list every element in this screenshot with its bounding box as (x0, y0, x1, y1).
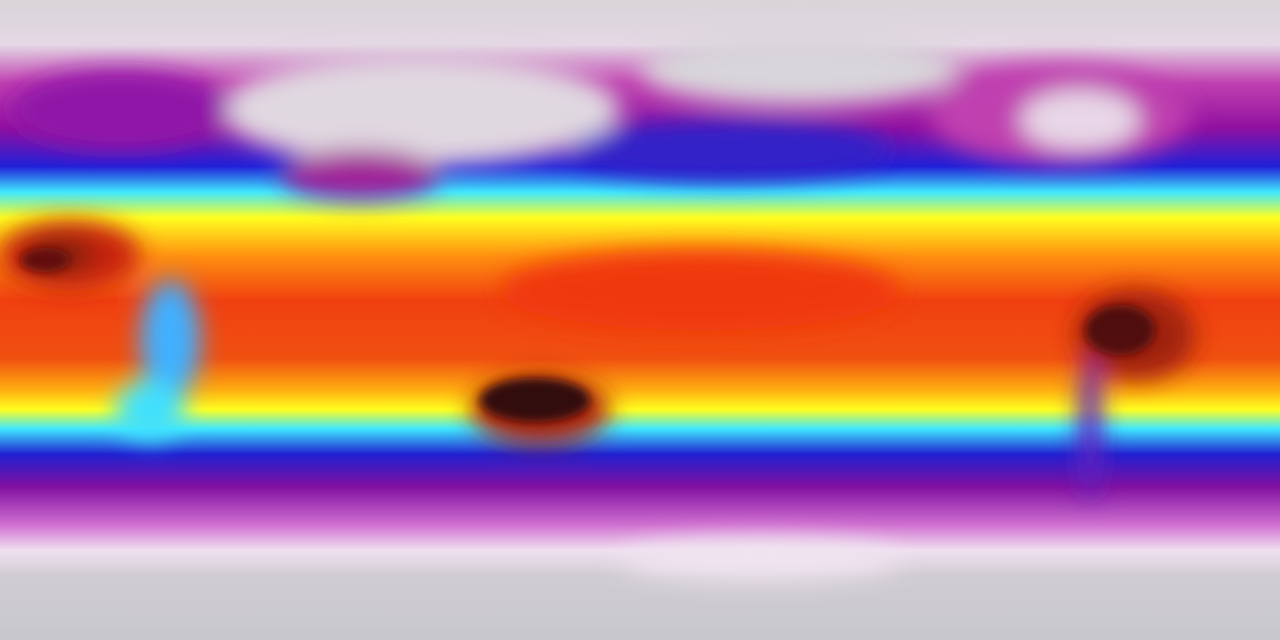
europe-region (10, 70, 230, 150)
hot-cores (20, 248, 1155, 422)
australia-core (480, 378, 590, 422)
southern-africa-region (115, 380, 185, 440)
siberia-cold-region (220, 55, 620, 165)
north-pacific-blue-region (570, 120, 890, 180)
sahel-core (20, 248, 70, 272)
antarctic-swirl (620, 540, 900, 580)
central-pacific-hot-region (500, 250, 900, 330)
regional-features (0, 35, 1195, 580)
east-africa-highlands (140, 280, 200, 400)
amazon-core (1085, 305, 1155, 355)
canada-snow-region (1020, 90, 1140, 150)
andes-cold-strip (1078, 360, 1102, 500)
tibet-cold-region (280, 150, 440, 200)
arctic-pacific-region (640, 35, 960, 105)
